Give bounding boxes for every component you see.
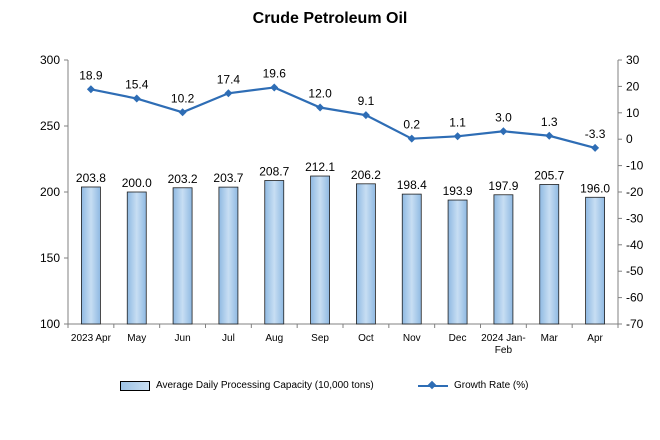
- right-tick-label: -70: [626, 317, 644, 331]
- growth-rate-line: [90, 86, 596, 149]
- x-tick-label: Oct: [358, 333, 374, 344]
- line-data-label: 15.4: [125, 78, 149, 92]
- x-tick-label: Feb: [495, 345, 513, 356]
- bar: [585, 196, 605, 325]
- right-tick-label: -10: [626, 159, 644, 173]
- line-data-label: 19.6: [263, 66, 287, 80]
- growth-rate-marker: [178, 108, 187, 117]
- bar-data-label: 208.7: [259, 165, 289, 179]
- legend-item-line: Growth Rate (%): [418, 380, 528, 391]
- growth-rate-marker: [270, 83, 279, 92]
- growth-rate-marker: [453, 132, 462, 141]
- right-tick-label: 20: [626, 79, 640, 93]
- line-data-label: 1.3: [541, 115, 558, 129]
- x-tick-label: Apr: [587, 333, 603, 344]
- growth-rate-marker: [361, 111, 370, 120]
- bar: [126, 191, 147, 325]
- growth-rate-marker: [591, 143, 600, 152]
- bar-data-label: 212.1: [305, 160, 335, 174]
- growth-rate-marker: [545, 131, 554, 140]
- left-tick-label: 200: [40, 185, 60, 199]
- x-tick-label: Jun: [175, 333, 191, 344]
- right-tick-label: 30: [626, 53, 640, 67]
- x-tick-label: Jul: [222, 333, 235, 344]
- bar: [401, 193, 422, 325]
- left-tick-label: 100: [40, 317, 60, 331]
- line-data-label: 3.0: [495, 110, 512, 124]
- growth-rate-marker: [316, 103, 325, 112]
- right-tick-label: 10: [626, 106, 640, 120]
- right-tick-label: -20: [626, 185, 644, 199]
- x-tick-label: Mar: [541, 333, 559, 344]
- legend-line-swatch: [418, 380, 448, 391]
- line-data-label: 18.9: [79, 68, 103, 82]
- right-tick-label: -40: [626, 238, 644, 252]
- line-data-label: 0.2: [403, 118, 420, 132]
- bar-data-label: 198.4: [397, 178, 427, 192]
- bar: [172, 187, 193, 325]
- x-tick-label: Sep: [311, 333, 329, 344]
- x-tick-label: May: [127, 333, 146, 344]
- bar: [310, 175, 330, 325]
- growth-rate-marker: [499, 127, 508, 136]
- bar-data-label: 193.9: [443, 184, 473, 198]
- bar-data-label: 196.0: [580, 181, 610, 195]
- chart-title: Crude Petroleum Oil: [252, 10, 408, 27]
- growth-rate-marker: [132, 94, 141, 103]
- line-data-label: 12.0: [308, 87, 332, 101]
- x-tick-label: Dec: [449, 333, 467, 344]
- bar-data-label: 203.2: [168, 172, 198, 186]
- line-data-label: 9.1: [358, 94, 375, 108]
- right-tick-label: 0: [626, 132, 633, 146]
- bar-data-label: 197.9: [488, 179, 518, 193]
- growth-rate-marker: [407, 134, 416, 143]
- bar: [81, 186, 101, 325]
- legend-item-bars: Average Daily Processing Capacity (10,00…: [120, 380, 374, 391]
- bar: [493, 194, 514, 325]
- x-tick-label: Aug: [265, 333, 283, 344]
- bar: [264, 180, 285, 325]
- legend-bar-label: Average Daily Processing Capacity (10,00…: [156, 380, 374, 391]
- growth-rate-marker: [86, 85, 95, 94]
- right-tick-label: -50: [626, 264, 644, 278]
- x-tick-label: Nov: [403, 333, 421, 344]
- legend-line-label: Growth Rate (%): [454, 380, 529, 391]
- bar-data-label: 203.7: [213, 171, 243, 185]
- bar: [447, 199, 468, 325]
- left-tick-label: 300: [40, 53, 60, 67]
- bar: [539, 184, 560, 325]
- line-data-label: -3.3: [585, 127, 606, 141]
- line-data-label: 17.4: [217, 72, 241, 86]
- left-tick-label: 250: [40, 119, 60, 133]
- bar-data-label: 206.2: [351, 168, 381, 182]
- bar-data-label: 205.7: [534, 168, 564, 182]
- line-data-label: 1.1: [449, 115, 466, 129]
- x-tick-label: 2023 Apr: [71, 333, 112, 344]
- right-tick-label: -30: [626, 211, 644, 225]
- bar-data-label: 203.8: [76, 171, 106, 185]
- bar: [356, 183, 376, 325]
- x-tick-label: 2024 Jan-: [481, 333, 525, 344]
- bar-data-label: 200.0: [122, 176, 152, 190]
- left-tick-label: 150: [40, 251, 60, 265]
- bar: [218, 186, 239, 325]
- line-data-label: 10.2: [171, 91, 195, 105]
- right-tick-label: -60: [626, 291, 644, 305]
- legend-bar-swatch: [120, 380, 150, 391]
- growth-rate-marker: [224, 89, 233, 98]
